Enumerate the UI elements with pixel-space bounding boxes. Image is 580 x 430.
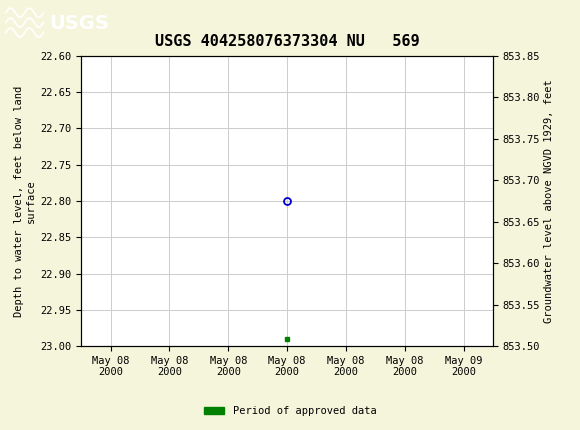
Text: USGS: USGS	[49, 14, 109, 33]
Y-axis label: Depth to water level, feet below land
surface: Depth to water level, feet below land su…	[14, 86, 36, 316]
Legend: Period of approved data: Period of approved data	[200, 402, 380, 421]
Title: USGS 404258076373304 NU   569: USGS 404258076373304 NU 569	[155, 34, 419, 49]
Y-axis label: Groundwater level above NGVD 1929, feet: Groundwater level above NGVD 1929, feet	[545, 79, 554, 323]
